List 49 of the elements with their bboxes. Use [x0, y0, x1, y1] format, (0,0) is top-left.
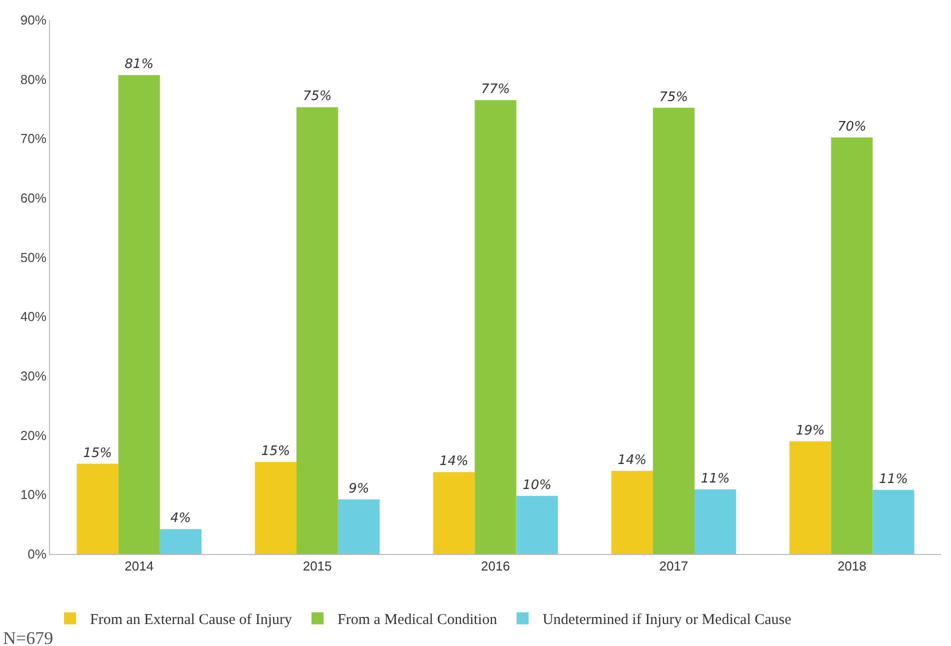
- text: N=679: [3, 628, 54, 646]
- data-label: 75%: [302, 89, 332, 104]
- data-label: 14%: [618, 452, 647, 468]
- y-tick-label: 80%: [20, 72, 47, 87]
- bar: [160, 529, 202, 554]
- y-tick-label: 70%: [20, 131, 47, 146]
- legend-label: From a Medical Condition: [338, 612, 498, 628]
- y-tick-label: 30%: [20, 368, 47, 384]
- y-tick-label: 40%: [20, 309, 47, 324]
- bar: [76, 464, 118, 554]
- data-label: 11%: [879, 472, 908, 487]
- bar: [694, 489, 736, 554]
- data-label: 4%: [170, 511, 191, 526]
- y-tick-label: 60%: [20, 190, 47, 206]
- bar: [296, 107, 338, 554]
- x-tick-label: 2017: [659, 558, 688, 574]
- bar: [611, 470, 653, 554]
- x-tick-label: 2014: [124, 558, 154, 574]
- data-label: 15%: [261, 444, 290, 460]
- y-tick-label: 90%: [20, 12, 47, 28]
- bar: [118, 75, 160, 554]
- y-tick-label: 10%: [20, 487, 47, 502]
- data-label: 70%: [837, 119, 866, 134]
- data-label: 15%: [83, 446, 112, 461]
- bar: [652, 108, 694, 554]
- y-tick-label: 0%: [28, 546, 47, 562]
- data-label: 75%: [659, 90, 688, 105]
- bar: [474, 100, 516, 554]
- bar: [254, 462, 297, 554]
- data-label: 10%: [522, 478, 552, 493]
- y-tick-label: 50%: [20, 250, 47, 265]
- data-label: 14%: [439, 454, 468, 470]
- legend-label: From an External Cause of Injury: [90, 612, 293, 628]
- data-label: 11%: [700, 471, 730, 486]
- data-label: 77%: [481, 82, 510, 98]
- data-label: 81%: [124, 57, 154, 72]
- bar: [872, 490, 914, 554]
- x-tick-label: 2015: [302, 558, 332, 574]
- data-label: 19%: [796, 423, 825, 438]
- x-tick-label: 2016: [481, 558, 510, 574]
- bar: [790, 441, 832, 554]
- bar: [831, 137, 873, 554]
- y-tick-label: 20%: [20, 428, 47, 443]
- x-tick-label: 2018: [837, 558, 866, 574]
- bar: [433, 472, 475, 554]
- bar: [338, 499, 380, 554]
- legend-label: Undetermined if Injury or Medical Cause: [542, 612, 792, 628]
- data-label: 9%: [348, 481, 370, 496]
- bar: [516, 496, 558, 554]
